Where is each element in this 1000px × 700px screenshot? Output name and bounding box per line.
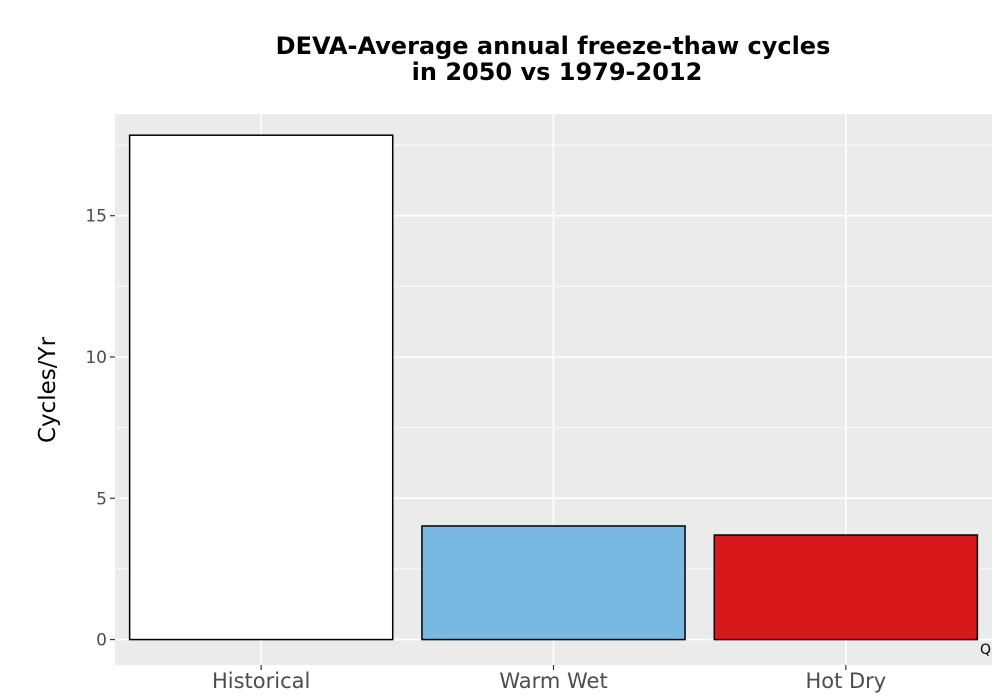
corner-note: Q <box>980 642 991 658</box>
x-axis: Historical Warm Wet Hot Dry <box>212 665 886 693</box>
y-axis: 0 5 10 15 <box>85 207 115 651</box>
bar-historical <box>128 134 394 641</box>
bar-warm-wet <box>421 525 686 641</box>
y-tick-label: 0 <box>96 631 107 651</box>
chart-title-line-1: DEVA-Average annual freeze-thaw cycles <box>276 32 831 60</box>
y-tick-label: 15 <box>85 207 107 227</box>
chart-title-line-2: in 2050 vs 1979-2012 <box>412 58 703 86</box>
x-tick-label: Historical <box>212 669 310 693</box>
x-tick-label: Hot Dry <box>805 669 886 693</box>
y-tick-label: 5 <box>96 489 107 509</box>
y-tick-label: 10 <box>85 348 107 368</box>
bar-hot-dry <box>713 534 979 641</box>
y-axis-title: Cycles/Yr <box>35 336 61 443</box>
bars <box>128 134 979 641</box>
x-tick-label: Warm Wet <box>499 669 607 693</box>
